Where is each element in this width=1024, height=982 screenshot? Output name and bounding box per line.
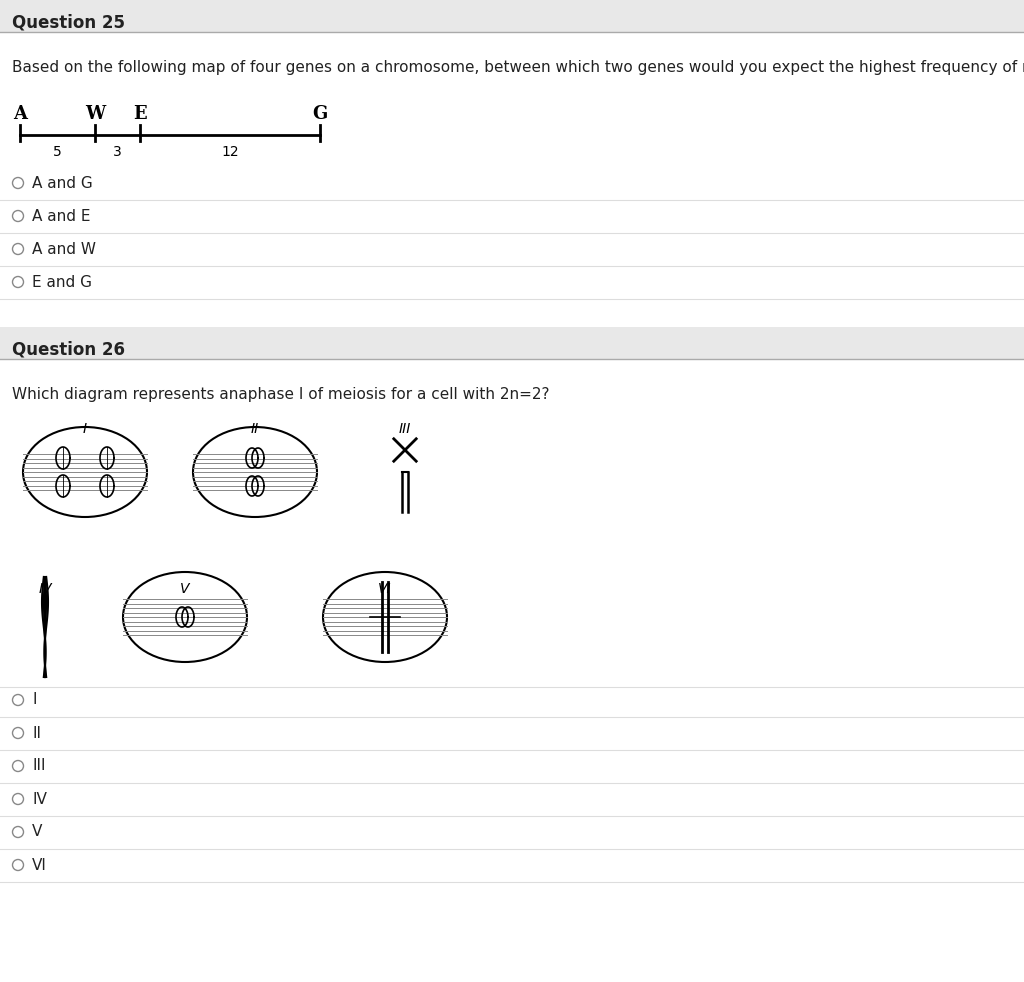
Text: G: G: [312, 105, 328, 123]
Text: III: III: [32, 758, 45, 774]
Text: Which diagram represents anaphase I of meiosis for a cell with 2n=2?: Which diagram represents anaphase I of m…: [12, 387, 550, 402]
Text: Based on the following map of four genes on a chromosome, between which two gene: Based on the following map of four genes…: [12, 60, 1024, 75]
Text: I: I: [32, 692, 37, 707]
Text: A and G: A and G: [32, 176, 93, 191]
Text: 5: 5: [53, 145, 61, 159]
Text: V: V: [32, 825, 42, 840]
Text: III: III: [398, 422, 412, 436]
Text: A: A: [13, 105, 27, 123]
Text: A and W: A and W: [32, 242, 96, 256]
Text: IV: IV: [38, 582, 52, 596]
Text: VI: VI: [32, 857, 47, 872]
Text: E and G: E and G: [32, 275, 92, 290]
Text: W: W: [85, 105, 105, 123]
Text: 3: 3: [113, 145, 122, 159]
Text: IV: IV: [32, 791, 47, 806]
Text: II: II: [251, 422, 259, 436]
Text: Question 25: Question 25: [12, 13, 125, 31]
Text: A and E: A and E: [32, 208, 90, 224]
Text: I: I: [83, 422, 87, 436]
Text: E: E: [133, 105, 146, 123]
Bar: [0, 327, 1024, 359]
Text: Question 26: Question 26: [12, 340, 125, 358]
Text: V: V: [180, 582, 189, 596]
Bar: [0, 0, 1024, 32]
Text: VI: VI: [378, 582, 392, 596]
Text: II: II: [32, 726, 41, 740]
Text: 12: 12: [221, 145, 239, 159]
